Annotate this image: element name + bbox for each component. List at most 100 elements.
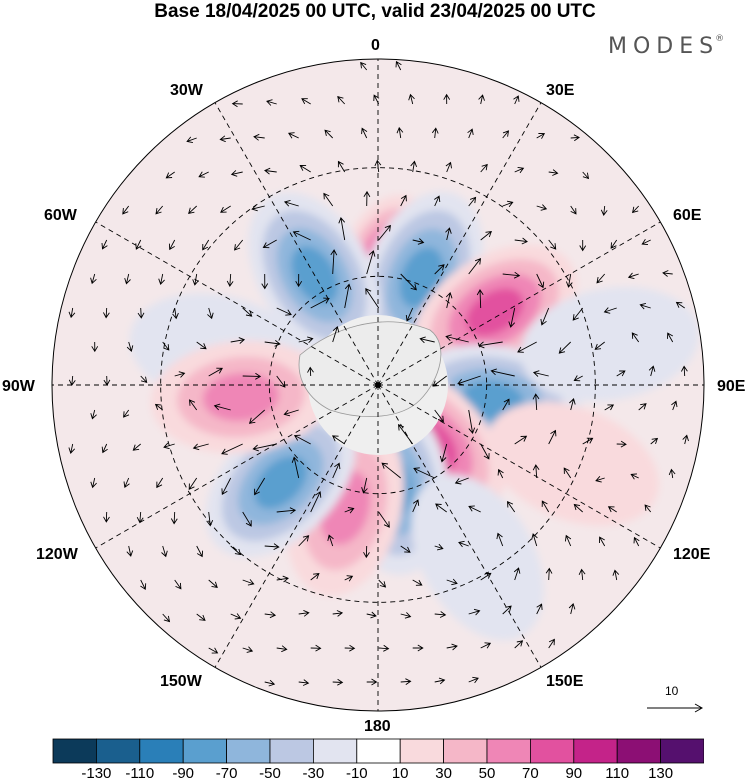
wind-arrow xyxy=(568,602,576,615)
wind-arrow xyxy=(207,307,214,320)
wind-arrow xyxy=(378,224,391,241)
wind-arrow xyxy=(540,307,550,326)
wind-arrow xyxy=(435,503,447,513)
wind-arrow xyxy=(310,572,320,581)
wind-arrow xyxy=(154,403,163,411)
wind-arrow xyxy=(332,610,344,617)
colorbar-swatch xyxy=(356,738,401,764)
wind-arrow xyxy=(682,434,689,445)
wind-arrow xyxy=(283,409,299,417)
wind-arrow xyxy=(480,443,490,460)
wind-arrow xyxy=(565,273,573,288)
anomaly-contour xyxy=(254,455,308,509)
wind-arrow xyxy=(627,272,639,280)
wind-arrow xyxy=(594,341,605,350)
wind-arrow xyxy=(298,535,310,547)
wind-arrow xyxy=(310,644,322,652)
wind-arrow xyxy=(208,367,223,377)
wind-arrow xyxy=(276,507,297,515)
wind-arrow xyxy=(91,341,99,353)
wind-arrow xyxy=(667,332,674,343)
wind-arrow xyxy=(502,271,521,279)
wind-arrow xyxy=(192,443,209,451)
lon-label-60e: 60E xyxy=(673,207,702,224)
wind-arrow xyxy=(332,325,340,343)
wind-arrow xyxy=(578,568,586,581)
wind-arrow xyxy=(188,477,198,491)
meridian-line xyxy=(377,221,661,386)
wind-arrow xyxy=(219,135,231,143)
wind-arrow xyxy=(208,647,219,654)
wind-arrow xyxy=(137,307,145,319)
brand-registered-mark: ® xyxy=(715,34,725,44)
wind-arrow xyxy=(101,443,108,454)
colorbar-swatch xyxy=(52,738,97,764)
wind-arrow xyxy=(502,605,512,615)
wind-arrow xyxy=(446,578,458,586)
wind-arrow xyxy=(156,477,164,489)
wind-arrow xyxy=(573,503,583,513)
wind-arrow xyxy=(299,165,311,173)
wind-arrow xyxy=(242,307,253,317)
wind-arrow xyxy=(412,238,425,245)
colorbar-swatch xyxy=(660,738,704,764)
wind-arrow xyxy=(412,499,420,513)
wind-arrow xyxy=(126,545,134,557)
wind-arrow xyxy=(480,163,488,173)
wind-arrow xyxy=(582,171,590,180)
wind-arrow xyxy=(172,307,179,320)
wind-arrow xyxy=(264,679,276,687)
wind-arrow xyxy=(548,169,559,176)
wind-arrow xyxy=(161,545,168,558)
wind-arrow xyxy=(600,205,608,216)
wind-arrow xyxy=(291,456,300,479)
lon-label-0: 0 xyxy=(371,37,380,54)
wind-arrow xyxy=(644,504,652,513)
wind-arrow xyxy=(253,133,265,141)
wind-arrow xyxy=(480,642,492,649)
colorbar-tick-label: -30 xyxy=(302,765,325,782)
lon-label-90e: 90E xyxy=(717,378,746,395)
wind-arrow xyxy=(344,507,355,514)
wind-arrow xyxy=(400,194,407,207)
wind-arrow xyxy=(230,337,246,344)
wind-arrow xyxy=(337,160,346,173)
wind-arrow xyxy=(213,403,231,411)
wind-arrow xyxy=(344,283,352,309)
lon-label-60w: 60W xyxy=(44,207,77,224)
colorbar-tick-label: 90 xyxy=(565,765,583,782)
wind-arrow xyxy=(298,679,310,686)
wind-arrow xyxy=(513,95,520,105)
colorbar-tick-label: 70 xyxy=(522,765,539,782)
wind-arrow xyxy=(234,239,244,251)
wind-arrow xyxy=(324,129,334,139)
wind-arrow xyxy=(365,287,380,309)
wind-arrow xyxy=(276,575,289,583)
wind-arrow xyxy=(220,205,231,213)
wind-arrow xyxy=(162,341,170,351)
wind-arrow xyxy=(675,301,685,309)
colorbar-swatch xyxy=(312,738,358,764)
wind-arrow xyxy=(638,403,647,411)
wind-arrow xyxy=(497,468,504,479)
wind-arrow xyxy=(579,240,587,252)
wind-arrow xyxy=(174,371,186,378)
colorbar-tick-label: -130 xyxy=(81,765,112,782)
wind-arrow xyxy=(264,611,277,619)
wind-arrow xyxy=(276,645,288,653)
colorbar-tick-label: 10 xyxy=(391,765,409,782)
anomaly-contour xyxy=(520,286,700,402)
wind-arrow xyxy=(262,239,277,249)
wind-arrow xyxy=(502,200,514,208)
wind-arrow xyxy=(123,409,130,418)
wind-arrow xyxy=(170,511,178,525)
wind-arrow xyxy=(502,398,510,411)
wind-arrow xyxy=(467,128,474,139)
wind-arrow xyxy=(468,409,476,434)
wind-arrow xyxy=(140,375,148,384)
wind-arrow xyxy=(208,579,218,588)
colorbar-swatch xyxy=(486,738,531,764)
wind-arrow xyxy=(468,258,482,275)
map-disk xyxy=(52,59,704,711)
wind-arrow xyxy=(90,477,97,489)
